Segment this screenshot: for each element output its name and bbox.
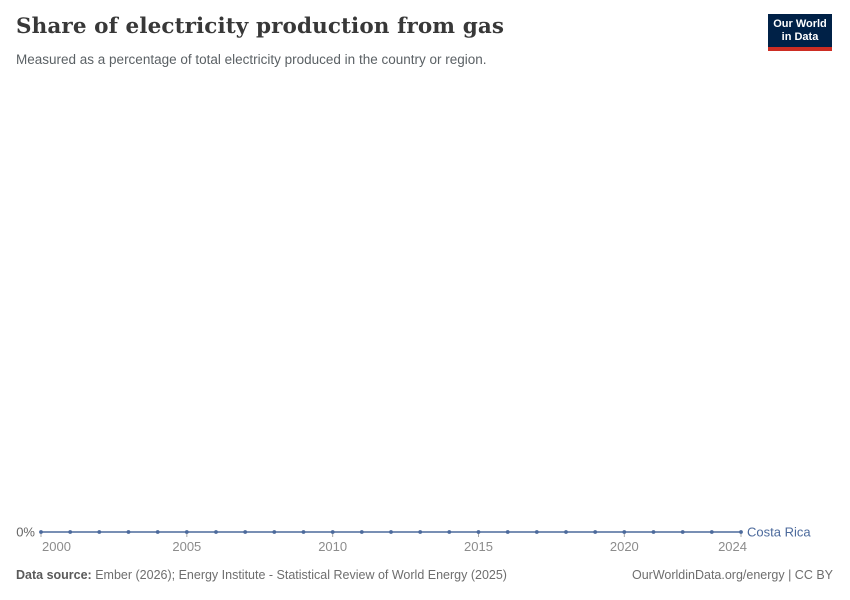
data-point[interactable] (622, 530, 627, 534)
data-point[interactable] (330, 530, 335, 534)
x-axis-tick-label: 2005 (172, 539, 201, 554)
chart-title: Share of electricity production from gas (16, 14, 505, 39)
data-point[interactable] (476, 530, 481, 534)
data-point[interactable] (680, 530, 685, 534)
data-point[interactable] (184, 530, 189, 534)
data-point[interactable] (214, 530, 218, 534)
data-point[interactable] (739, 530, 743, 534)
data-point[interactable] (359, 530, 364, 534)
data-point[interactable] (651, 530, 656, 534)
data-point[interactable] (418, 530, 423, 534)
data-point[interactable] (272, 530, 277, 534)
data-point[interactable] (68, 530, 73, 534)
data-point[interactable] (709, 530, 714, 534)
chart-footer: Data source: Ember (2026); Energy Instit… (16, 568, 833, 582)
data-point[interactable] (593, 530, 598, 534)
data-point[interactable] (126, 530, 131, 534)
x-axis-tick-label: 2010 (318, 539, 347, 554)
chart-subtitle: Measured as a percentage of total electr… (16, 52, 487, 67)
owid-logo[interactable]: Our World in Data (768, 14, 832, 51)
x-axis-tick-label: 2024 (718, 539, 747, 554)
data-point[interactable] (389, 530, 393, 534)
owid-logo-line2: in Data (781, 30, 819, 43)
data-point[interactable] (39, 530, 43, 534)
data-source-text: Data source: Ember (2026); Energy Instit… (16, 568, 507, 582)
data-point[interactable] (301, 530, 306, 534)
data-point[interactable] (564, 530, 568, 534)
data-point[interactable] (505, 530, 510, 534)
data-point[interactable] (534, 530, 539, 534)
data-point[interactable] (447, 530, 452, 534)
x-axis-tick-label: 2015 (464, 539, 493, 554)
series-label-costa-rica[interactable]: Costa Rica (747, 525, 811, 540)
data-source-label: Data source: (16, 568, 92, 582)
owid-logo-line1: Our World (773, 17, 827, 30)
data-point[interactable] (243, 530, 248, 534)
data-source-value: Ember (2026); Energy Institute - Statist… (91, 568, 507, 582)
credit-link[interactable]: OurWorldinData.org/energy | CC BY (631, 568, 833, 582)
data-point[interactable] (97, 530, 102, 534)
data-point[interactable] (155, 530, 160, 534)
y-axis-tick-label: 0% (16, 525, 35, 540)
x-axis-tick-label: 2020 (610, 539, 639, 554)
x-axis-tick-label: 2000 (42, 539, 71, 554)
